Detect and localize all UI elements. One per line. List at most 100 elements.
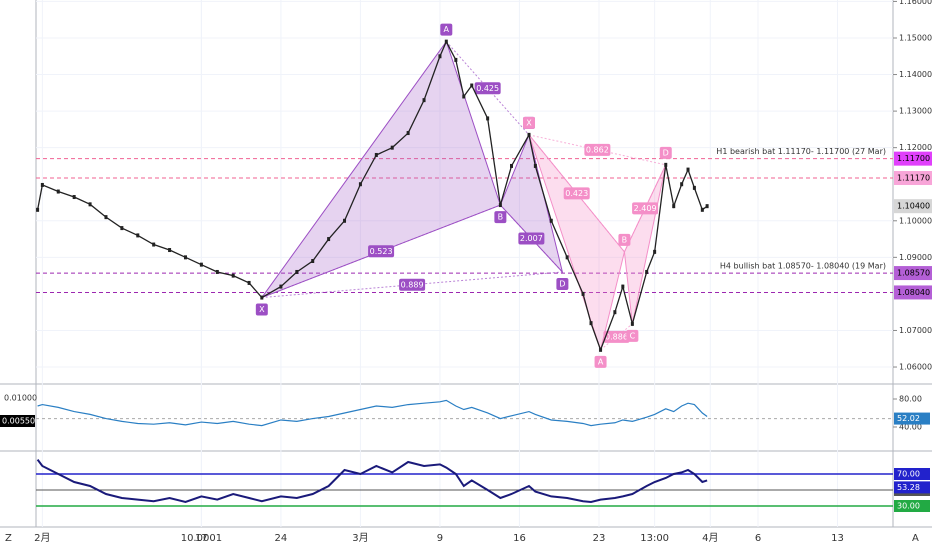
candle: [444, 39, 448, 44]
candle: [327, 237, 331, 242]
oscillator-line: [37, 399, 708, 427]
x-tick-label: 3月: [352, 532, 368, 544]
ratio-box: [632, 202, 659, 215]
vertex-label: A: [598, 357, 604, 366]
y-tick-label: 1.14000: [899, 70, 932, 79]
candle: [589, 321, 593, 326]
candle: [152, 242, 156, 247]
vertex-box: [626, 329, 639, 342]
left-tick-label: 0.01000: [4, 393, 37, 402]
level-tag-label: 30.00: [897, 502, 920, 511]
y-tick-label: 1.09000: [899, 253, 932, 262]
candle: [486, 116, 490, 121]
y-tick-label: 1.12000: [899, 143, 932, 152]
ratio-label: 0.886: [605, 332, 628, 341]
vertex-label: D: [559, 279, 565, 288]
vertex-label: D: [663, 148, 669, 157]
last-tag-label: 53.28: [897, 483, 920, 492]
ratio-box: [518, 232, 545, 245]
candle: [692, 185, 696, 190]
candle: [422, 98, 426, 103]
price-tag: [894, 266, 932, 281]
price-tag: [894, 199, 932, 214]
last-tag-label: 52.02: [897, 414, 920, 423]
candle: [700, 207, 704, 212]
vertex-box: [494, 211, 507, 224]
y-tick-label: 1.06000: [899, 363, 932, 372]
vertex-label: X: [259, 305, 265, 314]
price-tag: [894, 285, 932, 300]
candle: [664, 162, 668, 167]
candle: [295, 269, 299, 274]
left-tag-label: 0.00550: [2, 417, 35, 426]
candle: [56, 189, 60, 194]
candle: [454, 57, 458, 62]
x-tick-label: 17: [195, 533, 208, 544]
ratio-box: [603, 330, 630, 343]
ratio-label: 0.889: [401, 280, 424, 289]
price-tag-label: 1.10400: [897, 202, 930, 211]
corner-label: A: [912, 533, 919, 544]
candle: [279, 284, 283, 289]
ratio-box: [474, 82, 501, 95]
x-tick-label: 13: [831, 533, 844, 544]
candle: [88, 202, 92, 207]
candle: [183, 255, 187, 260]
price-tag-label: 1.08040: [897, 288, 930, 297]
y-tick-label: 1.15000: [899, 33, 932, 42]
candle: [390, 145, 394, 150]
ratio-label: 0.523: [370, 247, 393, 256]
candle: [168, 248, 172, 253]
oscillator-line: [36, 459, 708, 504]
vertex-box: [522, 116, 535, 129]
candle: [680, 182, 684, 187]
x-tick-label: 2月: [34, 532, 50, 544]
candle: [630, 321, 634, 326]
candle: [510, 163, 514, 168]
x-tick-label: 9: [437, 533, 443, 544]
candle: [470, 83, 474, 88]
candle: [120, 226, 124, 231]
candle: [136, 233, 140, 238]
x-tick-label: 16: [513, 533, 526, 544]
y-tick-label: 1.10000: [899, 216, 932, 225]
vertex-label: B: [498, 213, 504, 222]
ratio-leg: [528, 134, 666, 166]
candle: [462, 94, 466, 99]
ratio-box: [399, 278, 426, 291]
vertex-label: C: [630, 331, 636, 340]
y-tick-label: 1.07000: [899, 326, 932, 335]
ratio-leg: [528, 134, 625, 253]
candle: [231, 273, 235, 278]
y-tick-label: 40.00: [899, 422, 922, 431]
last-tag: [894, 412, 930, 425]
vertex-box: [440, 23, 453, 36]
ratio-label: 0.423: [565, 189, 588, 198]
candle: [374, 152, 378, 157]
vertex-label: X: [526, 118, 532, 127]
price-tag-label: 1.11170: [897, 174, 930, 183]
candle: [705, 204, 709, 209]
candle: [565, 255, 569, 260]
candle: [104, 215, 108, 220]
candle: [498, 203, 502, 208]
candle: [533, 163, 537, 168]
candle: [621, 284, 625, 289]
price-tag: [894, 151, 932, 166]
ratio-label: 0.425: [476, 84, 499, 93]
candle: [672, 204, 676, 209]
candle: [36, 207, 40, 212]
x-tick-label: 10.0001: [181, 533, 222, 544]
candle: [343, 218, 347, 223]
price-tag: [894, 171, 932, 186]
candle: [72, 195, 76, 200]
ratio-leg: [445, 41, 530, 136]
candle: [40, 182, 44, 187]
level-tag: [894, 500, 930, 512]
candle: [686, 167, 690, 172]
price-tag-label: 1.08570: [897, 269, 930, 278]
vertex-box: [556, 277, 569, 290]
candle: [645, 269, 649, 274]
candle: [599, 347, 603, 352]
